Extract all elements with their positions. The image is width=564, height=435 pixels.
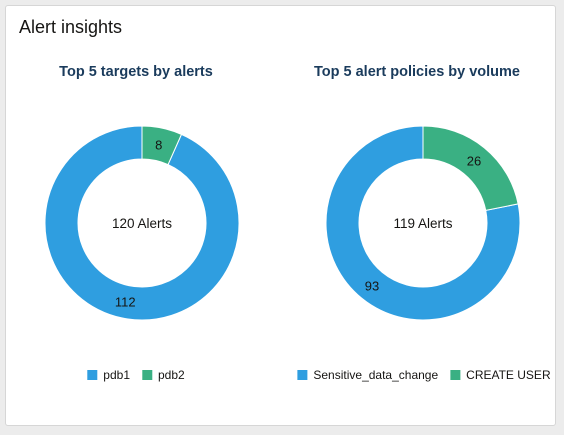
policies-donut-chart: 93 26 119 Alerts [325,125,521,321]
slice-pdb1[interactable] [44,125,240,321]
data-label-pdb2: 8 [155,137,162,152]
center-label: 119 Alerts [393,216,452,231]
slice-sensitive-data-change[interactable] [325,125,521,321]
chart-title-policies: Top 5 alert policies by volume [313,64,521,80]
data-label-create-user: 26 [467,154,481,169]
legend-item-pdb1[interactable]: pdb1 [87,368,130,382]
legend-swatch [450,370,461,380]
targets-donut-chart: 112 8 120 Alerts [44,125,240,321]
data-label-sensitive-data-change: 93 [365,278,379,293]
targets-legend: pdb1 pdb2 [81,368,190,382]
alert-insights-card: Alert insights Top 5 targets by alerts 1… [5,5,556,426]
legend-item-create-user[interactable]: CREATE USER [450,368,551,382]
legend-swatch [297,370,308,380]
data-label-pdb1: 112 [115,295,136,310]
legend-label: CREATE USER [466,368,551,382]
center-label: 120 Alerts [112,216,172,231]
slice-pdb2[interactable] [141,125,183,166]
policies-legend: Sensitive_data_change CREATE USER [291,368,556,382]
legend-label: pdb2 [158,368,185,382]
legend-label: Sensitive_data_change [313,368,439,382]
legend-label: pdb1 [103,368,130,382]
legend-item-pdb2[interactable]: pdb2 [142,368,185,382]
slice-create-user[interactable] [422,125,519,211]
legend-swatch [87,370,98,380]
card-title: Alert insights [19,17,123,37]
chart-title-targets: Top 5 targets by alerts [59,64,213,80]
legend-swatch [142,370,152,380]
legend-item-sensitive-data-change[interactable]: Sensitive_data_change [297,368,438,382]
